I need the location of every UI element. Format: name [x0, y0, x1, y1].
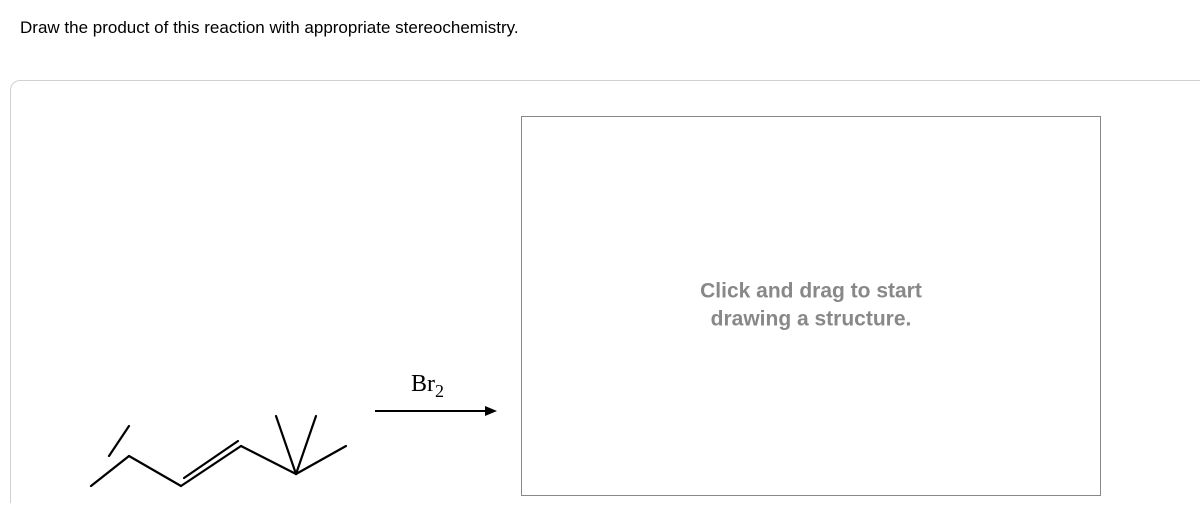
placeholder-line-2: drawing a structure.	[711, 308, 912, 331]
question-prompt: Draw the product of this reaction with a…	[20, 18, 519, 38]
work-panel: Br2 Click and drag to start drawing a st…	[10, 80, 1200, 503]
drawing-placeholder-text: Click and drag to start drawing a struct…	[551, 278, 1071, 335]
reagent-label: Br2	[411, 371, 444, 402]
reagent-base: Br	[411, 371, 435, 397]
structure-drawing-canvas[interactable]: Click and drag to start drawing a struct…	[521, 116, 1101, 496]
reaction-arrow	[373, 401, 503, 421]
placeholder-line-1: Click and drag to start	[700, 280, 922, 303]
reagent-subscript: 2	[435, 381, 444, 401]
starting-material-structure	[71, 356, 371, 526]
